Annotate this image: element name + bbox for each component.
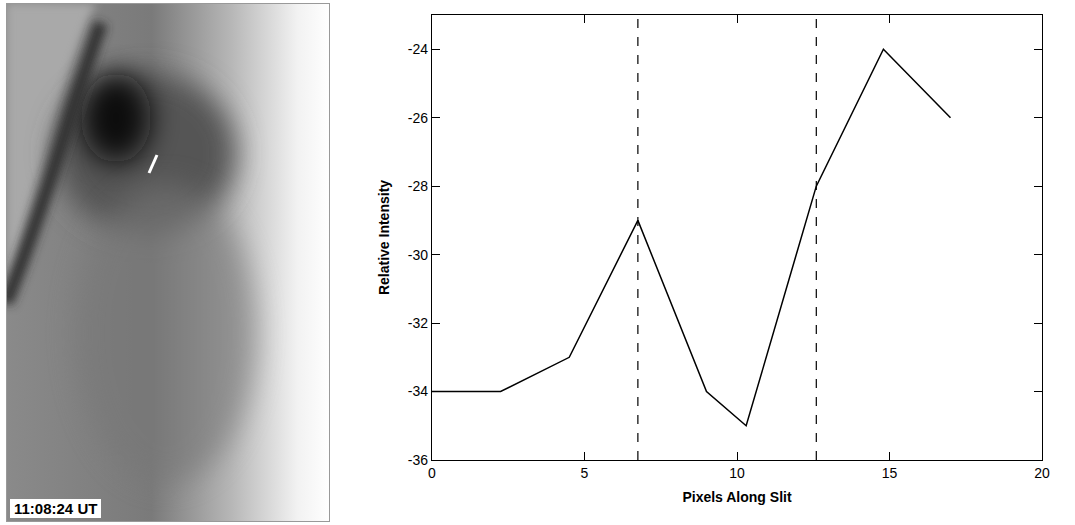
svg-text:-24: -24 [408, 41, 428, 57]
svg-text:0: 0 [428, 465, 436, 481]
svg-text:10: 10 [729, 465, 745, 481]
svg-text:-32: -32 [408, 315, 428, 331]
svg-text:Pixels Along Slit: Pixels Along Slit [682, 489, 792, 505]
svg-text:-36: -36 [408, 452, 428, 468]
svg-text:20: 20 [1034, 465, 1050, 481]
svg-text:-30: -30 [408, 247, 428, 263]
svg-text:15: 15 [882, 465, 898, 481]
html-text:11:08:24 UT: 11:08:24 UT [14, 500, 98, 517]
svg-text:-26: -26 [408, 110, 428, 126]
svg-text:-28: -28 [408, 178, 428, 194]
svg-text:5: 5 [581, 465, 589, 481]
svg-text:-34: -34 [408, 383, 428, 399]
svg-text:Relative Intensity: Relative Intensity [376, 180, 392, 295]
